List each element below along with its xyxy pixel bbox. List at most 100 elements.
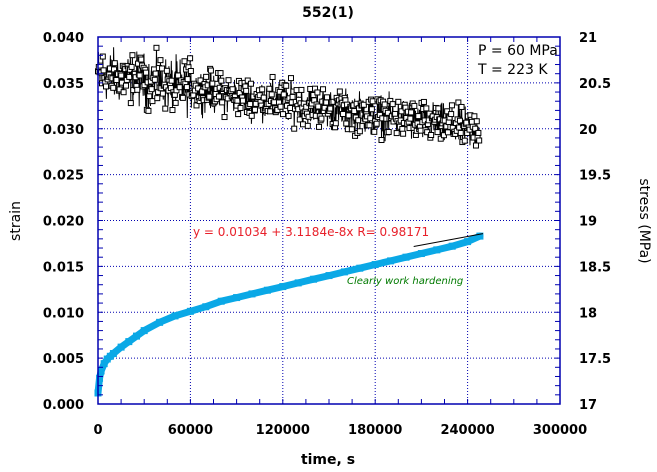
strain-point [171, 312, 179, 320]
strain-point [279, 283, 287, 291]
strain-point [371, 261, 379, 269]
stress-point [221, 114, 228, 121]
stress-point [351, 108, 358, 115]
stress-point [437, 135, 444, 142]
stress-point [199, 88, 206, 95]
stress-point [315, 103, 322, 110]
stress-point [398, 108, 405, 115]
stress-point [217, 70, 224, 77]
stress-point [296, 116, 303, 123]
stress-point [111, 66, 118, 73]
stress-point [193, 102, 200, 109]
stress-point [163, 67, 170, 74]
strain-point [156, 318, 164, 326]
stress-point [384, 109, 391, 116]
stress-point [248, 112, 255, 119]
stress-point [225, 77, 232, 84]
y-tick-label: 0.035 [43, 77, 84, 92]
stress-point [136, 72, 143, 79]
stress-point [340, 111, 347, 118]
stress-point [259, 86, 266, 93]
stress-point [123, 82, 130, 89]
y2-tick-label: 19.5 [579, 169, 611, 184]
stress-point [435, 105, 442, 112]
strain-point [263, 286, 271, 294]
x-tick-labels: 0 60000 120000 180000 240000 300000 [93, 423, 587, 438]
strain-point [97, 367, 105, 375]
stress-point [113, 77, 120, 84]
stress-point [187, 67, 194, 74]
stress-point [316, 123, 323, 130]
y2-tick-label: 18 [579, 306, 597, 321]
y-tick-label: 0.020 [43, 215, 84, 230]
stress-point [472, 125, 479, 132]
stress-point [218, 77, 225, 84]
stress-point [134, 86, 141, 93]
stress-point [280, 91, 287, 98]
strain-point [125, 338, 133, 346]
fit-equation: y = 0.01034 + 3.1184e-8x R= 0.98171 [193, 225, 429, 239]
stress-point [129, 52, 136, 59]
stress-point [110, 84, 117, 91]
stress-point [285, 112, 292, 119]
stress-point [172, 99, 179, 106]
stress-point [148, 86, 155, 93]
y-tick-label: 0.040 [43, 31, 84, 46]
stress-point [343, 120, 350, 127]
stress-point [244, 77, 251, 84]
stress-point [252, 100, 259, 107]
stress-point [444, 129, 451, 136]
stress-point [468, 118, 475, 125]
strain-point [109, 350, 117, 358]
y2-tick-label: 19 [579, 215, 597, 230]
y2-tick-label: 20 [579, 123, 597, 138]
y-tick-label: 0.015 [43, 260, 84, 275]
strain-point [294, 279, 302, 287]
y-tick-label: 0.010 [43, 306, 84, 321]
fit-line [413, 233, 484, 247]
stress-point [128, 63, 135, 70]
y-tick-label: 0.025 [43, 169, 84, 184]
stress-point [471, 113, 478, 120]
stress-point [247, 101, 254, 108]
y2-tick-labels: 17 17.5 18 18.5 19 19.5 20 20.5 21 [579, 31, 611, 413]
stress-point [149, 98, 156, 105]
stress-point [266, 85, 273, 92]
strain-point [96, 374, 104, 382]
stress-point [195, 85, 202, 92]
stress-series [95, 44, 483, 149]
stress-point [356, 128, 363, 135]
stress-point [318, 115, 325, 122]
condition-pressure: P = 60 MPa [478, 43, 558, 59]
stress-point [143, 69, 150, 76]
stress-point [423, 105, 430, 112]
stress-point [472, 142, 479, 149]
stress-point [209, 80, 216, 87]
grid-lines [98, 37, 560, 404]
stress-point [287, 105, 294, 112]
stress-point [247, 80, 254, 87]
stress-point [268, 91, 275, 98]
stress-point [154, 95, 161, 102]
stress-point [219, 99, 226, 106]
x-tick-label: 180000 [348, 423, 402, 438]
stress-point [323, 99, 330, 106]
y2-tick-label: 20.5 [579, 77, 611, 92]
stress-point [332, 120, 339, 127]
stress-point [267, 108, 274, 115]
stress-point [336, 88, 343, 95]
stress-point [179, 94, 186, 101]
stress-point [181, 58, 188, 65]
strain-point [325, 272, 333, 280]
stress-point [475, 129, 482, 136]
stress-point [461, 137, 468, 144]
stress-point [473, 118, 480, 125]
stress-point [289, 93, 296, 100]
stress-point [111, 60, 118, 67]
y-tick-labels: 0.000 0.005 0.010 0.015 0.020 0.025 0.030 0.035… [43, 31, 84, 413]
strain-point [448, 242, 456, 250]
stress-point [395, 98, 402, 105]
stress-point [215, 93, 222, 100]
stress-point [428, 132, 435, 139]
stress-point [151, 76, 158, 83]
